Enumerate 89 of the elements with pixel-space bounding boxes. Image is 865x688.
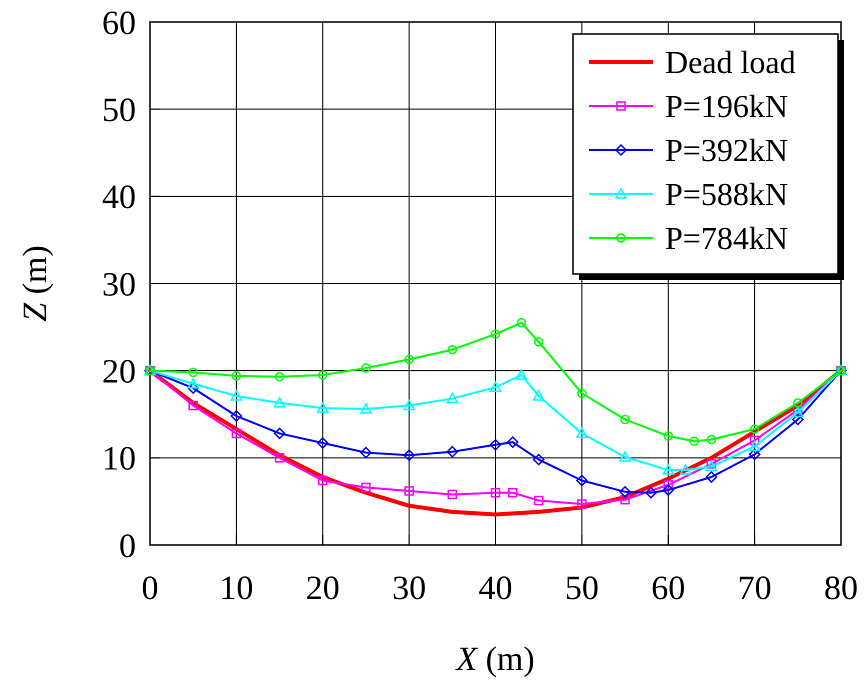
- point: [404, 354, 414, 364]
- point: [403, 400, 415, 410]
- point: [360, 446, 372, 458]
- point: [748, 448, 760, 460]
- point: [361, 363, 371, 373]
- y-tick-label: 60: [102, 4, 136, 42]
- point: [664, 431, 673, 441]
- x-tick-label: 10: [219, 570, 254, 607]
- point: [532, 390, 544, 401]
- point: [577, 499, 587, 509]
- point: [619, 486, 631, 498]
- point: [680, 464, 692, 475]
- y-tick-label: 50: [102, 92, 136, 130]
- point: [662, 464, 674, 475]
- legend-label: P=588kN: [665, 176, 788, 212]
- point: [232, 371, 242, 381]
- x-axis-title: X (m): [454, 641, 535, 678]
- point: [576, 474, 588, 486]
- legend-label: Dead load: [665, 44, 796, 80]
- x-tick-label: 30: [392, 570, 426, 607]
- point: [706, 434, 716, 444]
- point: [792, 414, 804, 426]
- x-tick-label: 40: [478, 570, 512, 607]
- point: [706, 471, 718, 483]
- point: [516, 369, 528, 380]
- x-tick-label: 20: [306, 570, 340, 607]
- point: [689, 436, 699, 446]
- point: [620, 414, 630, 424]
- point: [619, 451, 631, 462]
- point: [317, 437, 328, 449]
- point: [274, 397, 286, 408]
- point: [187, 382, 199, 394]
- point: [577, 388, 587, 398]
- y-tick-label: 30: [102, 266, 136, 304]
- x-tick-label: 0: [142, 570, 158, 607]
- point: [750, 436, 760, 446]
- point: [664, 480, 673, 490]
- x-tick-label: 70: [738, 570, 772, 607]
- point: [446, 446, 458, 458]
- point: [490, 381, 502, 392]
- x-tick-label: 60: [651, 570, 686, 607]
- point: [446, 392, 458, 404]
- point: [360, 403, 372, 414]
- point: [750, 424, 760, 434]
- point: [645, 486, 657, 498]
- point: [232, 428, 242, 438]
- point: [274, 428, 286, 440]
- point: [748, 440, 760, 452]
- point: [361, 482, 371, 492]
- point: [508, 488, 518, 498]
- point: [403, 449, 415, 461]
- point: [404, 486, 414, 496]
- point: [448, 490, 458, 500]
- point: [706, 460, 718, 472]
- legend-label: P=784kN: [665, 220, 788, 256]
- legend-label: P=196kN: [665, 88, 788, 124]
- point: [532, 454, 544, 466]
- point: [662, 484, 674, 496]
- point: [534, 337, 544, 347]
- y-tick-label: 40: [102, 179, 136, 216]
- point: [448, 344, 458, 354]
- point: [507, 436, 519, 448]
- point: [188, 368, 198, 378]
- y-axis-title: Z (m): [17, 245, 54, 322]
- point: [516, 318, 526, 328]
- point: [706, 459, 716, 469]
- point: [318, 370, 328, 380]
- point: [490, 439, 502, 451]
- point: [793, 398, 803, 408]
- point: [620, 494, 630, 504]
- legend-label: P=392kN: [665, 132, 788, 168]
- point: [230, 410, 242, 422]
- point: [534, 496, 544, 506]
- point: [187, 378, 199, 388]
- point: [274, 372, 284, 382]
- point: [576, 428, 588, 438]
- point: [230, 390, 242, 401]
- point: [274, 453, 284, 463]
- point: [490, 329, 500, 339]
- point: [792, 406, 804, 418]
- point: [318, 476, 328, 486]
- point: [317, 402, 328, 413]
- point: [490, 488, 500, 498]
- y-tick-label: 10: [102, 440, 136, 478]
- x-tick-label: 80: [824, 570, 858, 607]
- y-tick-label: 0: [119, 528, 136, 565]
- y-tick-label: 20: [102, 354, 136, 391]
- point: [188, 400, 198, 410]
- x-tick-label: 50: [564, 570, 599, 607]
